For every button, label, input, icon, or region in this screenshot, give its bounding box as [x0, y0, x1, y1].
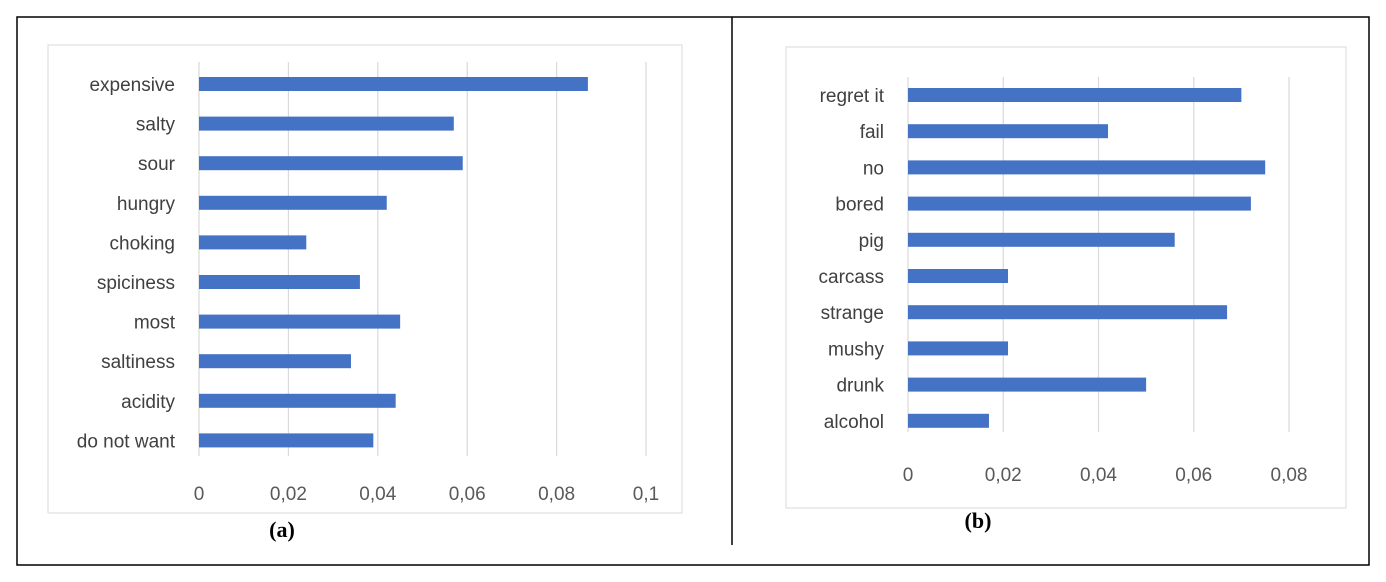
chart-b-panel-label: (b): [965, 508, 992, 533]
chart-a-x-tick-label: 0,02: [270, 484, 307, 505]
chart-a-x-tick-label: 0: [194, 484, 205, 505]
chart-b-bar: [908, 160, 1266, 175]
chart-b-category-label: fail: [860, 122, 884, 143]
chart-b-border: [785, 46, 1347, 509]
chart-a-bar: [199, 314, 401, 329]
chart-a-category-label: expensive: [89, 75, 175, 96]
chart-b-category-label: strange: [821, 303, 884, 324]
chart-b-bar: [908, 124, 1109, 139]
chart-panel-b: regret it fail no bored pig carcass strange mus…: [785, 46, 1347, 533]
chart-a-category-label: choking: [110, 233, 176, 254]
chart-a-category-label: acidity: [121, 392, 175, 413]
chart-b-category-label: regret it: [820, 86, 885, 107]
chart-a-panel-label: (a): [269, 517, 295, 542]
chart-b-category-labels: regret it fail no bored pig carcass strange mus…: [819, 86, 885, 433]
chart-a-x-tick-label: 0,08: [538, 484, 575, 505]
chart-a-bar: [199, 77, 588, 91]
chart-a-tick-labels: 0 0,02 0,04 0,06 0,08 0,1: [194, 484, 660, 505]
chart-a-bar: [199, 116, 454, 131]
chart-b-x-tick-label: 0,08: [1271, 465, 1308, 486]
chart-b-tick-labels: 0 0,02 0,04 0,06 0,08: [903, 465, 1308, 486]
chart-a-bar: [199, 393, 396, 408]
chart-a-category-label: do not want: [77, 431, 176, 452]
chart-a-category-label: salty: [136, 115, 176, 136]
chart-a-x-tick-label: 0,06: [449, 484, 486, 505]
chart-b-category-label: bored: [835, 195, 884, 216]
chart-b-bar: [908, 305, 1228, 320]
chart-b-x-tick-label: 0: [903, 465, 914, 486]
chart-b-category-label: pig: [859, 231, 884, 252]
chart-b-category-label: carcass: [819, 267, 884, 288]
chart-b-category-label: no: [863, 158, 884, 179]
chart-a-category-label: most: [134, 313, 176, 334]
chart-b-category-label: drunk: [836, 376, 884, 397]
chart-a-category-labels: expensive salty sour hungry choking spiciness…: [77, 75, 176, 452]
chart-panel-a: expensive salty sour hungry choking spiciness…: [47, 44, 683, 542]
chart-a-bar: [199, 156, 463, 171]
chart-a-category-label: saltiness: [101, 352, 175, 373]
chart-b-bar: [908, 377, 1147, 392]
chart-b-x-tick-label: 0,02: [985, 465, 1022, 486]
chart-b-bar: [908, 232, 1175, 247]
chart-b-bar: [908, 269, 1009, 283]
chart-b-bar: [908, 88, 1242, 102]
chart-a-x-tick-label: 0,1: [633, 484, 659, 505]
chart-b-x-tick-label: 0,04: [1080, 465, 1117, 486]
chart-a-bar: [199, 235, 307, 250]
chart-b-bar: [908, 196, 1251, 211]
chart-a-bar: [199, 195, 387, 210]
chart-a-bars: [199, 77, 588, 448]
chart-a-category-label: spiciness: [97, 273, 175, 294]
chart-b-bar: [908, 341, 1009, 356]
chart-b-bar: [908, 413, 989, 428]
chart-b-x-tick-label: 0,06: [1175, 465, 1212, 486]
chart-b-bars: [908, 88, 1266, 428]
chart-b-category-label: mushy: [828, 339, 884, 360]
chart-a-x-tick-label: 0,04: [359, 484, 396, 505]
chart-a-bar: [199, 354, 351, 369]
chart-b-category-label: alcohol: [824, 412, 884, 433]
chart-a-bar: [199, 433, 374, 448]
chart-a-category-label: hungry: [117, 194, 176, 215]
chart-a-bar: [199, 275, 360, 289]
chart-a-category-label: sour: [138, 154, 176, 175]
outer-frame: [16, 16, 1370, 566]
